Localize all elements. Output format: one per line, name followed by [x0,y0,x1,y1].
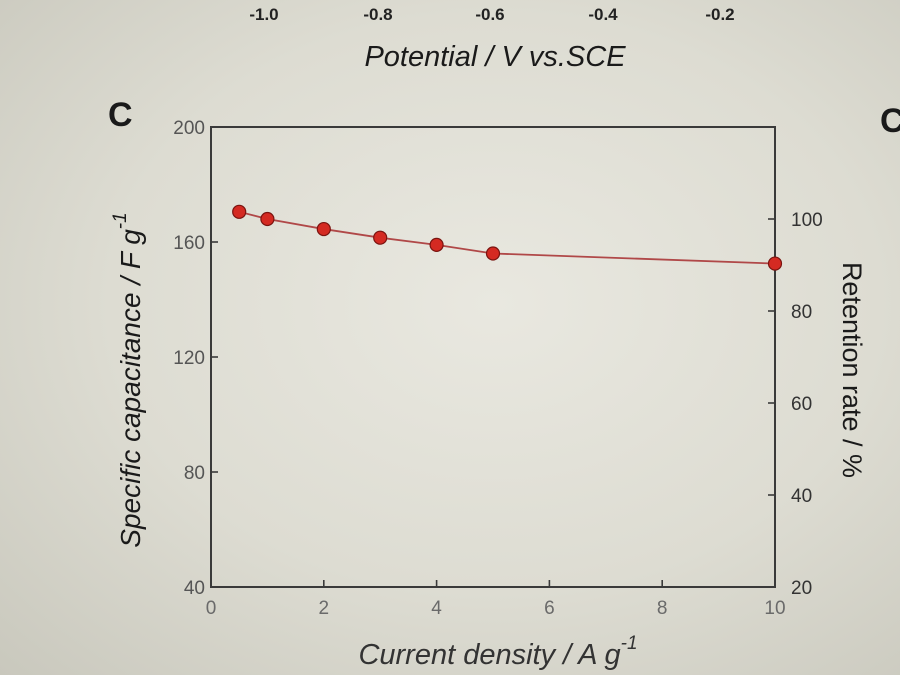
y2-axis-title: Retention rate / % [837,262,867,478]
x-axis-title-superscript: -1 [621,633,638,654]
top-tick-label: -1.0 [249,5,278,24]
x-tick-label: 0 [206,598,217,619]
top-axis-title: Potential / V vs.SCE [364,41,626,73]
data-point [232,204,247,219]
series-line [238,210,776,265]
x-tick-label: 6 [544,598,555,619]
axis-ticks [210,126,776,588]
data-series [232,204,783,271]
x-tick-label: 10 [764,598,785,619]
y2-tick-label: 40 [791,486,812,507]
top-axis: -1.0 -0.8 -0.6 -0.4 -0.2 Potential / V v… [249,5,734,73]
data-point [767,256,783,271]
y-tick-label: 120 [173,348,205,369]
y2-tick-label: 20 [791,578,812,599]
y-axis-title-superscript: -1 [110,212,131,229]
top-tick-label: -0.4 [588,5,618,24]
y2-tick-label: 80 [791,302,812,323]
y-axis-title: Specific capacitance / F g-1 [110,212,146,547]
panel-label: C [108,96,133,134]
y-tick-label: 160 [173,233,205,254]
data-point [316,221,331,237]
edge-panel-letter: C [880,102,900,140]
y2-tick-label: 100 [791,210,823,231]
axis-tick-labels: 0 2 4 6 8 10 40 80 120 160 200 20 40 60 80 100 [173,118,822,619]
data-point [485,246,501,261]
y-tick-label: 200 [173,118,205,139]
y-tick-label: 40 [184,578,205,599]
top-tick-label: -0.2 [705,5,734,24]
top-tick-label: -0.8 [363,5,392,24]
x-tick-label: 2 [319,598,330,619]
data-point [429,237,444,252]
data-point [260,211,275,227]
data-point [373,230,388,245]
x-tick-label: 4 [431,598,442,619]
x-tick-label: 8 [657,598,668,619]
y2-tick-label: 60 [791,394,812,415]
y-tick-label: 80 [184,463,205,484]
top-tick-label: -0.6 [475,5,504,24]
plot-area [210,126,776,588]
x-axis-title: Current density / A g-1 [358,633,637,671]
